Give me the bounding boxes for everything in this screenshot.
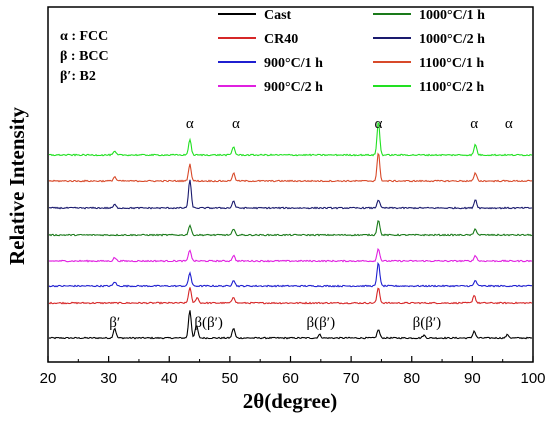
trace-series-1: [48, 287, 533, 305]
x-tick-label: 20: [40, 370, 57, 387]
peak-annotations: α α α α α β′ β(β′) β(β′) β(β′): [109, 116, 513, 331]
x-tick-label: 70: [343, 370, 360, 387]
svg-text:α : FCC: α : FCC: [60, 29, 108, 44]
trace-series-3: [48, 247, 533, 263]
legend-label: 1100°C/1 h: [419, 56, 484, 71]
trace-series-6: [48, 152, 533, 183]
legend: Cast CR40 900°C/1 h 900°C/2 h 1000°C/1 h 1000…: [218, 8, 485, 95]
trace-series-5: [48, 179, 532, 210]
phase-key-betaprime-symbol: β′: [60, 69, 71, 84]
phase-key-alpha-phase: FCC: [80, 29, 109, 44]
peak-annotation: α: [374, 116, 382, 132]
peak-annotation: α: [470, 116, 478, 132]
x-axis-ticks: 20 30 40 50 60 70 80 90 100: [40, 356, 546, 387]
x-tick-label: 40: [161, 370, 178, 387]
legend-label: 900°C/1 h: [264, 56, 323, 71]
x-tick-label: 80: [403, 370, 420, 387]
x-tick-label: 60: [282, 370, 299, 387]
peak-annotation: β(β′): [413, 315, 442, 331]
xrd-traces: [48, 120, 533, 340]
trace-series-0: [48, 310, 533, 340]
x-tick-label: 30: [100, 370, 117, 387]
legend-label: 1000°C/2 h: [419, 32, 485, 47]
trace-series-4: [48, 220, 533, 237]
peak-annotation: α: [232, 116, 240, 132]
legend-label: Cast: [264, 8, 292, 23]
legend-label: CR40: [264, 32, 298, 47]
legend-label: 1000°C/1 h: [419, 8, 485, 23]
x-tick-label: 50: [222, 370, 239, 387]
phase-key-alpha-symbol: α: [60, 29, 68, 44]
peak-annotation: β′: [109, 315, 120, 331]
peak-annotation: α: [505, 116, 513, 132]
x-axis-title: 2θ(degree): [243, 389, 338, 413]
legend-label: 1100°C/2 h: [419, 80, 484, 95]
legend-label: 900°C/2 h: [264, 80, 323, 95]
x-tick-label: 100: [520, 370, 545, 387]
trace-series-7: [49, 120, 533, 157]
peak-annotation: β(β′): [194, 315, 223, 331]
phase-key-betaprime-phase: B2: [80, 69, 96, 84]
phase-key-beta-symbol: β: [60, 49, 67, 64]
svg-text:β : BCC: β : BCC: [60, 49, 109, 64]
x-tick-label: 90: [464, 370, 481, 387]
svg-text:β′: B2: β′: B2: [60, 69, 96, 84]
peak-annotation: α: [186, 116, 194, 132]
y-axis-title: Relative Intensity: [5, 106, 29, 265]
phase-key: α : FCC β : BCC β′: B2: [60, 29, 109, 84]
trace-series-2: [48, 261, 532, 288]
peak-annotation: β(β′): [307, 315, 336, 331]
phase-key-beta-phase: BCC: [79, 49, 109, 64]
